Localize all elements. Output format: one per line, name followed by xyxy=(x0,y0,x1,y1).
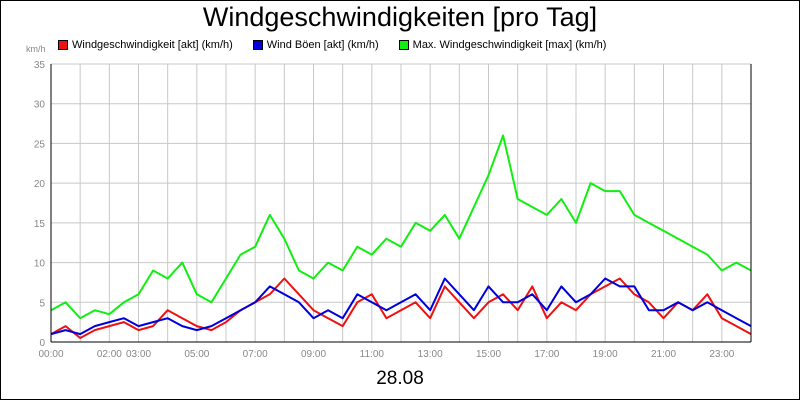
x-axis-date-label: 28.08 xyxy=(376,368,424,389)
x-tick-label: 11:00 xyxy=(360,349,385,360)
x-tick-label: 03:00 xyxy=(126,349,151,360)
series-line-0 xyxy=(50,277,752,339)
x-tick-label: 19:00 xyxy=(593,349,618,360)
legend-item-boeen: Wind Böen [akt] (km/h) xyxy=(252,39,379,51)
x-tick-label: 07:00 xyxy=(243,349,268,360)
legend-label-max: Max. Windgeschwindigkeit [max] (km/h) xyxy=(412,39,607,51)
x-tick-label: 17:00 xyxy=(534,349,559,360)
x-tick-label: 05:00 xyxy=(184,349,209,360)
y-axis-unit: km/h xyxy=(26,44,46,54)
y-tick-label: 25 xyxy=(34,139,46,150)
y-tick-label: 15 xyxy=(34,219,46,230)
x-tick-label: 23:00 xyxy=(709,349,734,360)
x-tick-label: 21:00 xyxy=(651,349,676,360)
y-tick-label: 35 xyxy=(34,60,46,71)
legend-item-max: Max. Windgeschwindigkeit [max] (km/h) xyxy=(398,39,607,51)
x-tick-label: 02:00 xyxy=(97,349,122,360)
legend: Windgeschwindigkeit [akt] (km/h) Wind Bö… xyxy=(58,38,626,52)
x-tick-label: 15:00 xyxy=(476,349,501,360)
legend-swatch-max xyxy=(398,40,409,50)
y-tick-label: 0 xyxy=(39,338,45,349)
legend-swatch-boeen xyxy=(252,40,263,50)
x-tick-label: 09:00 xyxy=(301,349,326,360)
series-line-2 xyxy=(50,134,752,320)
legend-label-akt: Windgeschwindigkeit [akt] (km/h) xyxy=(72,39,233,51)
x-tick-label: 00:00 xyxy=(38,349,63,360)
legend-swatch-akt xyxy=(58,40,68,50)
y-tick-label: 30 xyxy=(34,100,46,111)
x-tick-label: 13:00 xyxy=(418,349,443,360)
y-tick-label: 10 xyxy=(34,259,46,270)
chart-title: Windgeschwindigkeiten [pro Tag] xyxy=(202,2,598,32)
y-tick-label: 20 xyxy=(34,179,46,190)
legend-label-boeen: Wind Böen [akt] (km/h) xyxy=(266,39,379,51)
series-line-1 xyxy=(50,277,752,336)
legend-item-akt: Windgeschwindigkeit [akt] (km/h) xyxy=(58,39,233,51)
y-tick-label: 5 xyxy=(39,298,45,309)
